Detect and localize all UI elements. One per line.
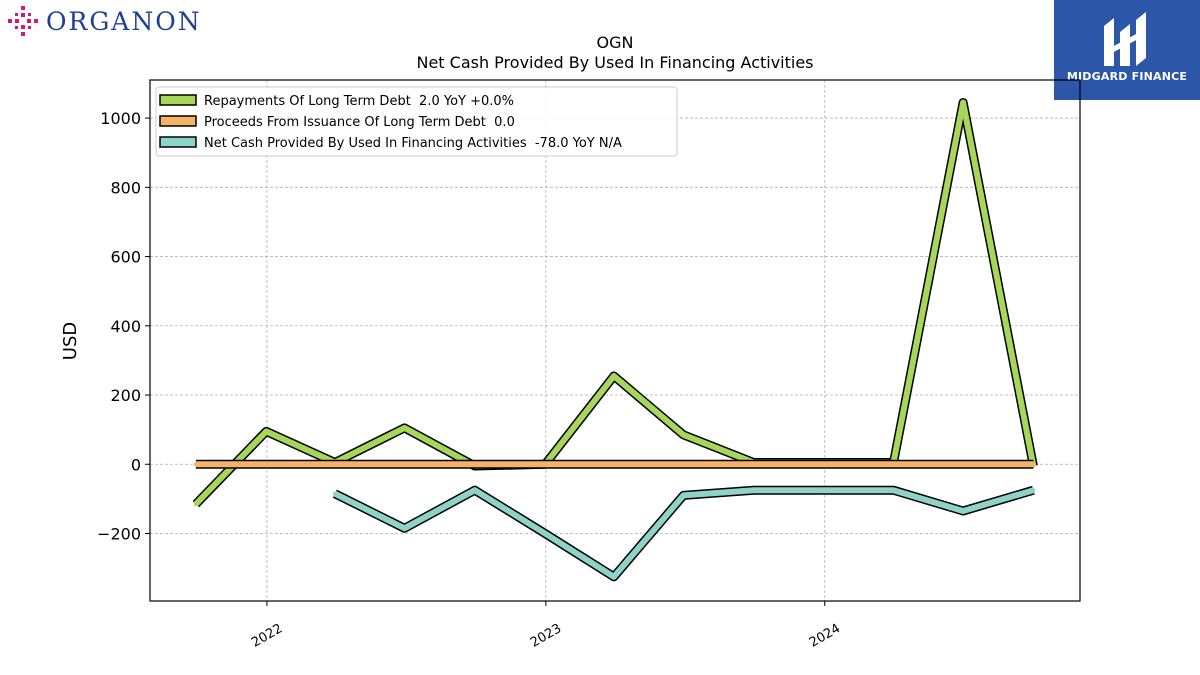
- data-point: [402, 526, 407, 531]
- data-point: [961, 100, 966, 105]
- midgard-finance-logo: MIDGARD FINANCE: [1054, 0, 1200, 100]
- legend: Repayments Of Long Term Debt 2.0 YoY +0.…: [155, 86, 678, 157]
- midgard-mark-icon: [1104, 12, 1146, 66]
- data-point: [822, 488, 827, 493]
- y-tick-label: 800: [110, 178, 141, 197]
- series-layer: [192, 98, 1038, 582]
- legend-swatch: [159, 115, 197, 127]
- data-point: [611, 373, 616, 378]
- y-tick-label: 200: [110, 386, 141, 405]
- x-tick-label: 2022: [249, 621, 285, 651]
- data-point: [193, 502, 198, 507]
- y-tick-label: 400: [110, 317, 141, 336]
- organon-logo: ORGANON: [6, 4, 202, 38]
- data-point: [193, 462, 198, 467]
- y-axis: −200 0 200 400 600 800 1000: [97, 109, 150, 543]
- data-point: [1031, 488, 1036, 493]
- data-point: [402, 425, 407, 430]
- data-point: [332, 491, 337, 496]
- organon-wordmark: ORGANON: [46, 6, 202, 36]
- data-point: [891, 488, 896, 493]
- chart-title: OGN: [597, 33, 634, 52]
- series-line-2: [333, 487, 1035, 580]
- legend-label: Net Cash Provided By Used In Financing A…: [204, 136, 622, 151]
- legend-label: Repayments Of Long Term Debt 2.0 YoY +0.…: [204, 94, 514, 109]
- data-point: [1031, 462, 1036, 467]
- chart-subtitle: Net Cash Provided By Used In Financing A…: [416, 53, 813, 72]
- organon-mark-icon: [8, 6, 38, 36]
- legend-swatch: [159, 94, 197, 106]
- data-point: [681, 493, 686, 498]
- y-tick-label: −200: [97, 524, 141, 543]
- data-point: [751, 488, 756, 493]
- data-point: [681, 432, 686, 437]
- legend-label: Proceeds From Issuance Of Long Term Debt…: [204, 115, 515, 130]
- y-tick-label: 600: [110, 248, 141, 267]
- y-axis-label: USD: [60, 322, 81, 360]
- data-point: [611, 574, 616, 579]
- data-point: [961, 508, 966, 513]
- data-point: [264, 429, 269, 434]
- data-point: [543, 531, 548, 536]
- series-outline-0: [192, 98, 1038, 508]
- data-point: [472, 488, 477, 493]
- x-axis: 2022 2023 2024: [249, 601, 843, 651]
- midgard-finance-wordmark: MIDGARD FINANCE: [1066, 70, 1188, 83]
- y-tick-label: 1000: [100, 109, 141, 128]
- legend-frame: [155, 86, 678, 157]
- x-tick-label: 2023: [528, 621, 564, 651]
- y-tick-label: 0: [131, 455, 141, 474]
- series-line-0: [193, 99, 1037, 507]
- x-tick-label: 2024: [807, 621, 843, 651]
- grid: [150, 80, 1080, 601]
- legend-swatch: [159, 136, 197, 148]
- plot-frame: [149, 79, 1081, 602]
